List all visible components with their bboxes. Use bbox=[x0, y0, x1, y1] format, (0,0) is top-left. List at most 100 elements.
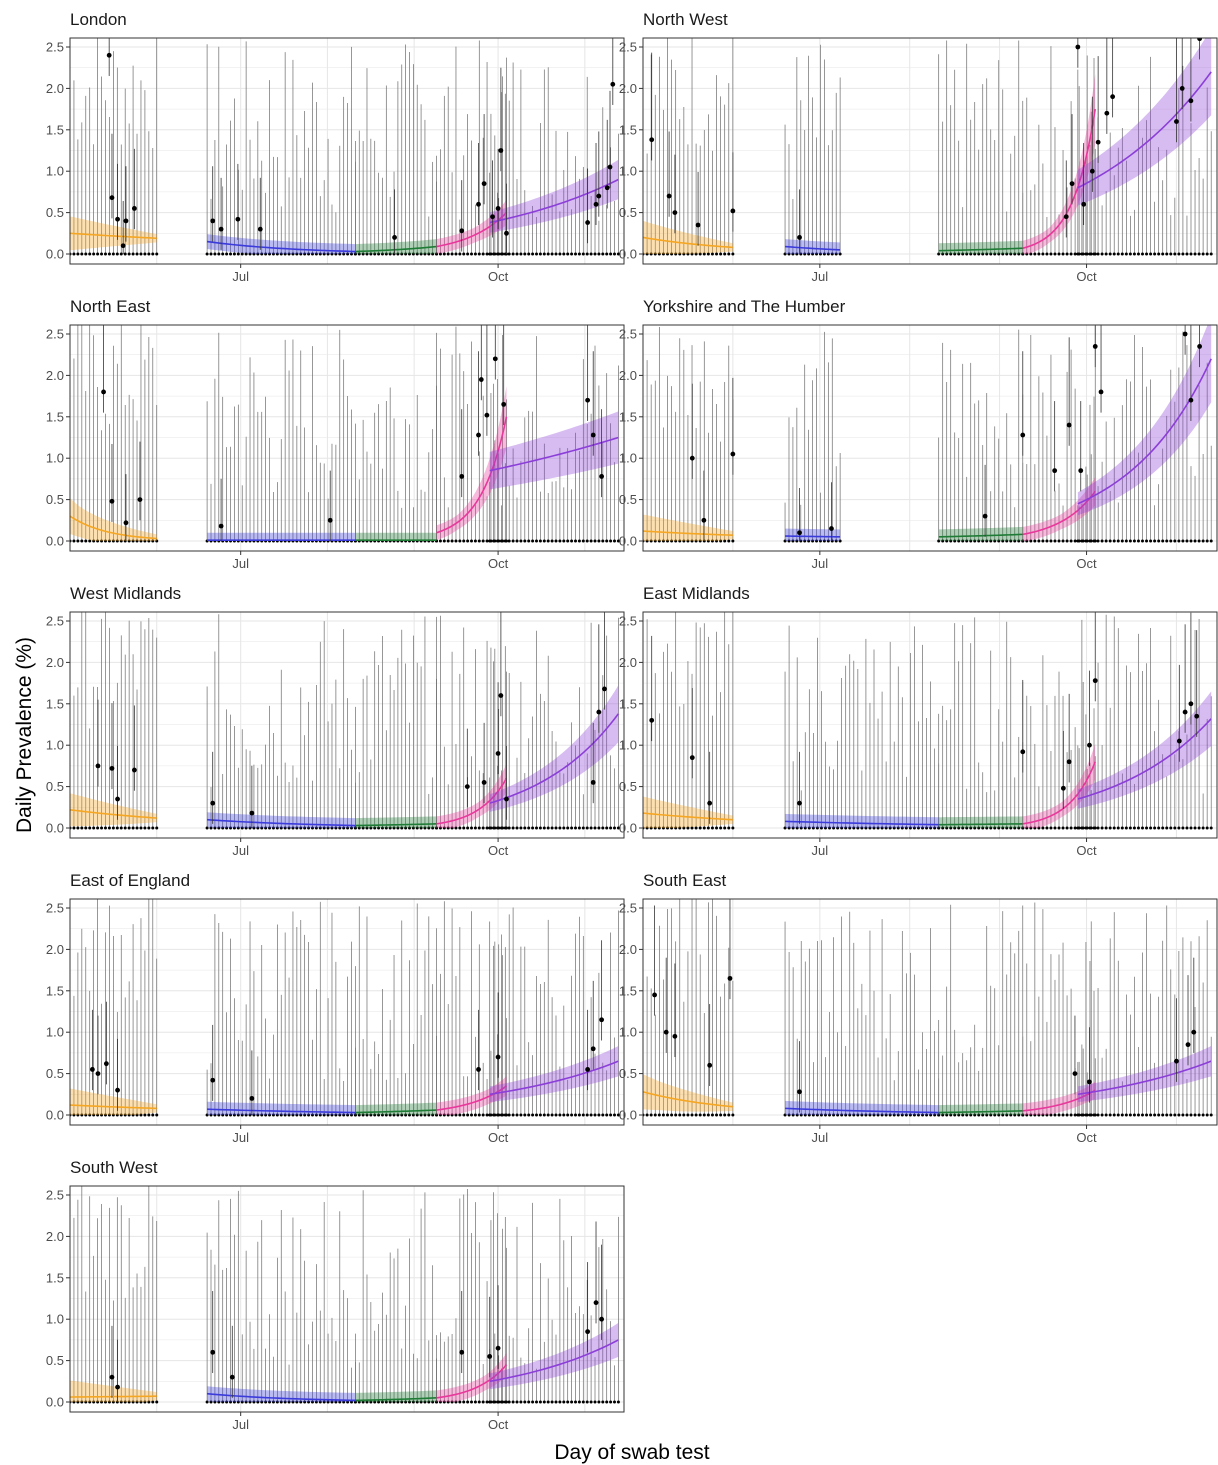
y-tick-label: 2.5 bbox=[619, 40, 637, 55]
zero-point bbox=[941, 1113, 945, 1117]
y-tick-label: 0.5 bbox=[46, 205, 64, 220]
zero-point bbox=[609, 539, 613, 543]
zero-point bbox=[941, 826, 945, 830]
zero-point bbox=[458, 826, 462, 830]
zero-point bbox=[1041, 539, 1045, 543]
zero-point bbox=[1088, 252, 1092, 256]
zero-point bbox=[601, 1400, 605, 1404]
zero-point bbox=[1153, 252, 1157, 256]
zero-point bbox=[88, 252, 92, 256]
y-tick-label: 1.0 bbox=[46, 1312, 64, 1327]
zero-point bbox=[589, 252, 593, 256]
data-point bbox=[109, 195, 115, 201]
zero-point bbox=[349, 1113, 353, 1117]
zero-point bbox=[562, 1113, 566, 1117]
zero-point bbox=[1037, 539, 1041, 543]
zero-point bbox=[462, 1113, 466, 1117]
zero-point bbox=[415, 252, 419, 256]
zero-point bbox=[1013, 1113, 1017, 1117]
zero-point bbox=[908, 1113, 912, 1117]
zero-point bbox=[1092, 1113, 1096, 1117]
zero-point bbox=[876, 826, 880, 830]
zero-point bbox=[96, 1400, 100, 1404]
zero-point bbox=[546, 826, 550, 830]
zero-point bbox=[661, 826, 665, 830]
zero-point bbox=[783, 539, 787, 543]
zero-point bbox=[357, 1400, 361, 1404]
x-tick-label: Jul bbox=[812, 1130, 829, 1145]
zero-point bbox=[1141, 539, 1145, 543]
zero-point bbox=[985, 826, 989, 830]
zero-point bbox=[1112, 826, 1116, 830]
zero-point bbox=[953, 252, 957, 256]
zero-point bbox=[1197, 1113, 1201, 1117]
x-tick-label: Oct bbox=[1076, 556, 1097, 571]
zero-point bbox=[213, 1113, 217, 1117]
zero-point bbox=[791, 252, 795, 256]
ci-ribbon-round-5 bbox=[1077, 691, 1212, 809]
zero-point bbox=[107, 1113, 111, 1117]
zero-point bbox=[217, 252, 221, 256]
panel-3: Yorkshire and The Humber 0.0 0.5 1.0 1.5 2.0 2… bbox=[619, 297, 1218, 571]
data-point bbox=[1060, 785, 1066, 791]
zero-point bbox=[534, 1400, 538, 1404]
zero-point bbox=[519, 252, 523, 256]
data-point bbox=[481, 780, 487, 785]
zero-point bbox=[225, 252, 229, 256]
zero-point bbox=[706, 252, 710, 256]
fit-line-round-1 bbox=[643, 236, 733, 249]
zero-point bbox=[111, 539, 115, 543]
zero-point bbox=[205, 252, 209, 256]
zero-point bbox=[554, 252, 558, 256]
zero-point bbox=[411, 826, 415, 830]
zero-point bbox=[715, 826, 719, 830]
zero-point bbox=[807, 1113, 811, 1117]
zero-point bbox=[698, 826, 702, 830]
zero-point bbox=[1065, 826, 1069, 830]
zero-point bbox=[832, 826, 836, 830]
zero-point bbox=[346, 252, 350, 256]
y-tick-label: 0.5 bbox=[46, 1353, 64, 1368]
zero-point bbox=[702, 1113, 706, 1117]
zero-point bbox=[832, 1113, 836, 1117]
fit-line-round-4 bbox=[436, 212, 508, 248]
zero-point bbox=[1120, 1113, 1124, 1117]
zero-point bbox=[373, 1400, 377, 1404]
zero-point bbox=[244, 1400, 248, 1404]
zero-point bbox=[731, 252, 735, 256]
zero-point bbox=[275, 252, 279, 256]
zero-point bbox=[597, 1400, 601, 1404]
zero-point bbox=[1045, 826, 1049, 830]
zero-point bbox=[232, 1400, 236, 1404]
zero-point bbox=[574, 1113, 578, 1117]
zero-point bbox=[143, 1113, 147, 1117]
zero-point bbox=[888, 826, 892, 830]
zero-point bbox=[577, 539, 581, 543]
zero-point bbox=[1205, 252, 1209, 256]
zero-point bbox=[1084, 252, 1088, 256]
fit-line-round-5 bbox=[489, 1060, 619, 1096]
zero-point bbox=[616, 539, 620, 543]
data-point bbox=[1052, 468, 1058, 474]
y-tick-label: 2.0 bbox=[619, 368, 637, 383]
data-point bbox=[218, 226, 224, 232]
zero-point bbox=[961, 1113, 965, 1117]
zero-point bbox=[107, 539, 111, 543]
zero-point bbox=[76, 252, 80, 256]
y-tick-label: 2.0 bbox=[619, 81, 637, 96]
zero-point bbox=[72, 826, 76, 830]
zero-point bbox=[1197, 826, 1201, 830]
zero-point bbox=[515, 1400, 519, 1404]
data-point bbox=[1020, 749, 1026, 755]
data-point bbox=[585, 397, 591, 403]
data-point bbox=[707, 800, 713, 806]
zero-point bbox=[706, 539, 710, 543]
zero-point bbox=[1165, 252, 1169, 256]
x-tick-label: Jul bbox=[232, 556, 249, 571]
zero-point bbox=[550, 539, 554, 543]
data-point bbox=[257, 226, 263, 232]
data-point bbox=[103, 1061, 109, 1067]
data-point bbox=[123, 218, 129, 224]
zero-point bbox=[1193, 1113, 1197, 1117]
zero-point bbox=[1096, 252, 1100, 256]
